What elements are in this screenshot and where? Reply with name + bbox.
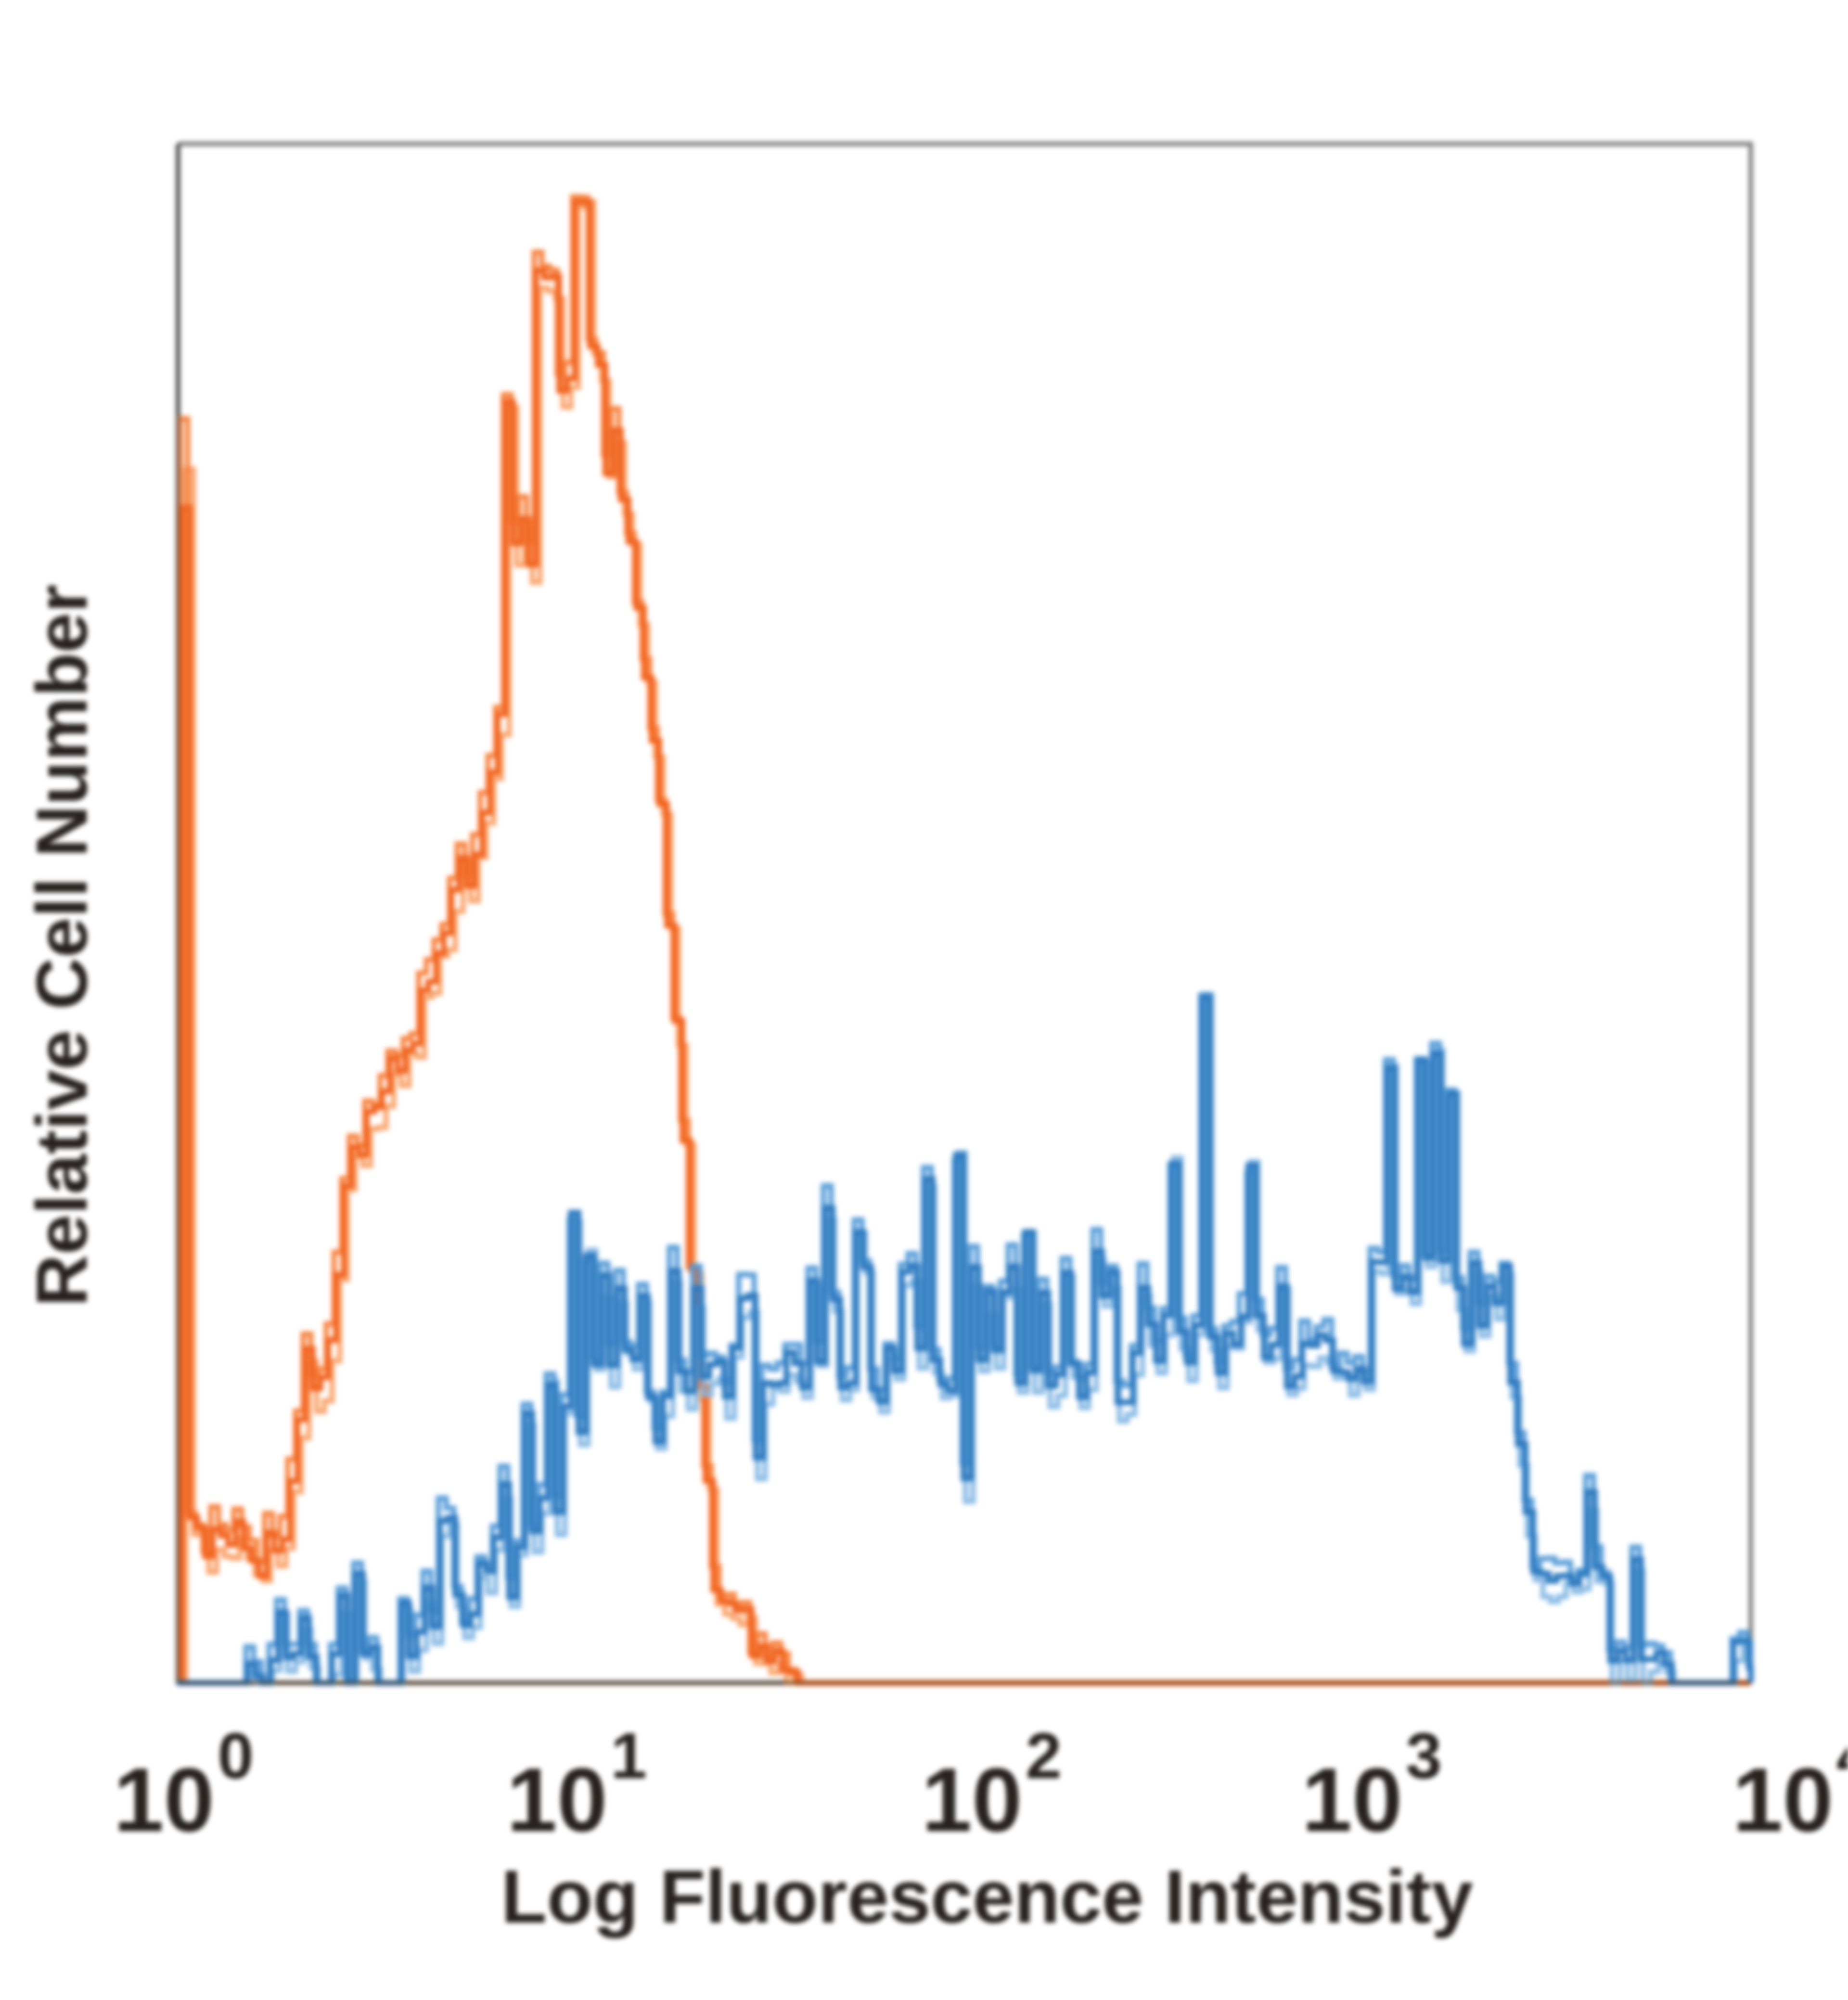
- svg-text:Relative Cell Number: Relative Cell Number: [21, 585, 102, 1307]
- svg-text:10: 10: [507, 1749, 607, 1850]
- svg-text:10: 10: [922, 1749, 1022, 1850]
- svg-text:4: 4: [1836, 1719, 1848, 1792]
- svg-text:1: 1: [611, 1719, 647, 1792]
- svg-text:3: 3: [1406, 1719, 1442, 1792]
- svg-text:Log Fluorescence Intensity: Log Fluorescence Intensity: [501, 1855, 1473, 1939]
- svg-text:2: 2: [1026, 1719, 1062, 1792]
- svg-text:10: 10: [1302, 1749, 1402, 1850]
- svg-text:0: 0: [218, 1719, 254, 1792]
- svg-text:10: 10: [114, 1749, 214, 1850]
- svg-text:10: 10: [1732, 1749, 1833, 1850]
